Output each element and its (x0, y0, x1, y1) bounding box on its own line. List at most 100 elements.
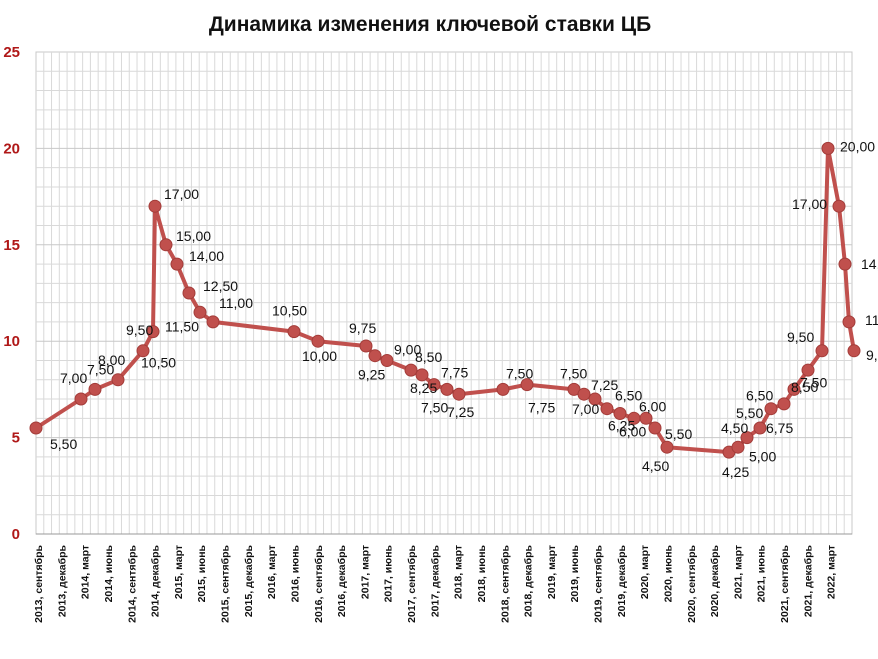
data-label: 17,00 (792, 196, 827, 212)
data-point (287, 325, 301, 339)
data-label: 7,50 (800, 374, 827, 390)
x-tick-label: 2015, декабрь (243, 544, 255, 617)
data-label: 6,75 (766, 420, 793, 436)
data-label: 14, (861, 256, 878, 272)
data-labels: 5,507,007,508,009,5010,5017,0015,0014,00… (50, 138, 878, 480)
data-label: 9,25 (358, 367, 385, 383)
plot-area (35, 51, 853, 535)
data-point (821, 141, 835, 155)
data-points (29, 141, 861, 459)
x-tick-label: 2018, сентябрь (499, 544, 511, 622)
data-label: 9,75 (349, 320, 376, 336)
data-label: 4,50 (721, 420, 748, 436)
data-point (193, 305, 207, 319)
data-label: 6,50 (746, 388, 773, 404)
data-point (111, 373, 125, 387)
x-axis-ticks: 2013, сентябрь 2013, декабрь 2014, март 201… (33, 544, 838, 622)
data-point (660, 440, 674, 454)
x-tick-label: 2019, декабрь (616, 544, 628, 617)
data-label: 7,00 (60, 370, 87, 386)
data-point (380, 354, 394, 367)
data-point (577, 387, 591, 401)
data-label: 8,50 (415, 349, 442, 365)
x-tick-label: 2020, декабрь (709, 544, 721, 617)
data-label: 11,00 (219, 295, 253, 311)
data-label: 14,00 (189, 248, 224, 264)
data-label: 10,50 (272, 303, 307, 319)
data-point (170, 257, 184, 271)
data-label: 9,50 (787, 329, 814, 345)
y-axis-ticks: 0 5 10 15 20 25 (3, 44, 20, 543)
x-tick-label: 2017, сентябрь (406, 544, 418, 622)
x-tick-label: 2014, сентябрь (126, 544, 138, 622)
x-tick-label: 2019, сентябрь (593, 544, 605, 622)
data-label: 7,00 (572, 401, 599, 417)
data-label: 6,00 (639, 398, 666, 414)
data-point (787, 382, 801, 396)
x-tick-label: 2018, июнь (476, 544, 488, 602)
x-tick-label: 2016, март (266, 545, 278, 599)
data-label: 11,50 (165, 318, 199, 334)
data-point (148, 199, 162, 213)
data-label: 4,50 (642, 458, 669, 474)
data-point (136, 344, 150, 358)
data-label: 9, (866, 347, 878, 363)
data-point (815, 344, 829, 358)
x-tick-label: 2015, июнь (196, 544, 208, 602)
data-label: 5,50 (665, 426, 692, 442)
data-point (520, 378, 534, 392)
data-point (182, 286, 196, 300)
data-point (639, 411, 653, 425)
x-tick-label: 2021, сентябрь (779, 544, 791, 622)
data-label: 8,50 (791, 379, 818, 395)
data-point (440, 382, 454, 396)
data-label: 5,00 (749, 449, 776, 465)
x-tick-label: 2017, июнь (383, 544, 395, 602)
data-point (588, 392, 602, 406)
y-tick-label: 0 (12, 526, 20, 543)
y-tick-label: 10 (3, 333, 20, 350)
data-label: 15,00 (176, 228, 211, 244)
data-label: 7,75 (528, 400, 555, 416)
data-point (600, 402, 614, 416)
x-tick-label: 2018, март (453, 545, 465, 599)
data-label: 8,00 (98, 352, 125, 368)
data-point (842, 315, 856, 329)
data-point (427, 378, 441, 392)
x-tick-label: 2021, июнь (756, 544, 768, 602)
y-tick-label: 20 (3, 140, 20, 157)
data-label: 9,00 (394, 342, 421, 358)
data-point (764, 402, 778, 416)
data-label: 10,50 (141, 355, 176, 371)
x-tick-label: 2015, март (173, 545, 185, 599)
data-point (146, 325, 160, 339)
data-point (311, 334, 325, 348)
data-label: 17,00 (164, 186, 199, 202)
data-label: 12,50 (203, 278, 238, 294)
x-tick-label: 2021, декабрь (802, 544, 814, 617)
x-tick-label: 2016, июнь (289, 544, 301, 602)
x-tick-label: 2019, июнь (569, 544, 581, 602)
data-label: 4,25 (722, 464, 749, 480)
data-point (753, 421, 767, 435)
data-label: 7,50 (87, 361, 114, 377)
data-label: 5,50 (736, 405, 763, 421)
data-point (801, 363, 815, 377)
data-point (74, 392, 88, 406)
data-point (731, 440, 745, 454)
x-tick-label: 2016, декабрь (336, 544, 348, 617)
data-label: 6,00 (619, 423, 646, 439)
data-label: 10,00 (302, 348, 337, 364)
data-point (404, 363, 418, 377)
x-tick-label: 2020, сентябрь (686, 544, 698, 622)
data-label: 7,25 (591, 377, 618, 393)
data-point (847, 344, 861, 358)
data-label: 7,25 (447, 404, 474, 420)
x-tick-label: 2017, декабрь (429, 544, 441, 617)
data-point (29, 421, 43, 435)
data-label: 7,50 (506, 365, 533, 381)
data-label: 5,50 (50, 436, 77, 452)
x-tick-label: 2020, июнь (662, 544, 674, 602)
data-point (838, 257, 852, 271)
